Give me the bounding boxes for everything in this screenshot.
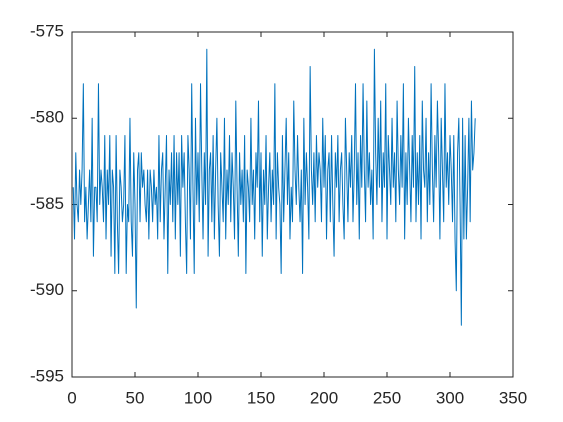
y-tick-label: -585 bbox=[30, 194, 64, 213]
x-tick-label: 350 bbox=[499, 388, 527, 407]
y-tick-label: -590 bbox=[30, 280, 64, 299]
x-tick-label: 250 bbox=[373, 388, 401, 407]
x-tick-label: 50 bbox=[126, 388, 145, 407]
y-tick-label: -580 bbox=[30, 108, 64, 127]
x-tick-label: 100 bbox=[184, 388, 212, 407]
x-tick-label: 150 bbox=[247, 388, 275, 407]
x-tick-label: 0 bbox=[67, 388, 76, 407]
y-tick-label: -575 bbox=[30, 21, 64, 40]
x-tick-label: 200 bbox=[310, 388, 338, 407]
data-line bbox=[72, 48, 476, 326]
x-tick-label: 300 bbox=[436, 388, 464, 407]
y-tick-label: -595 bbox=[30, 366, 64, 385]
